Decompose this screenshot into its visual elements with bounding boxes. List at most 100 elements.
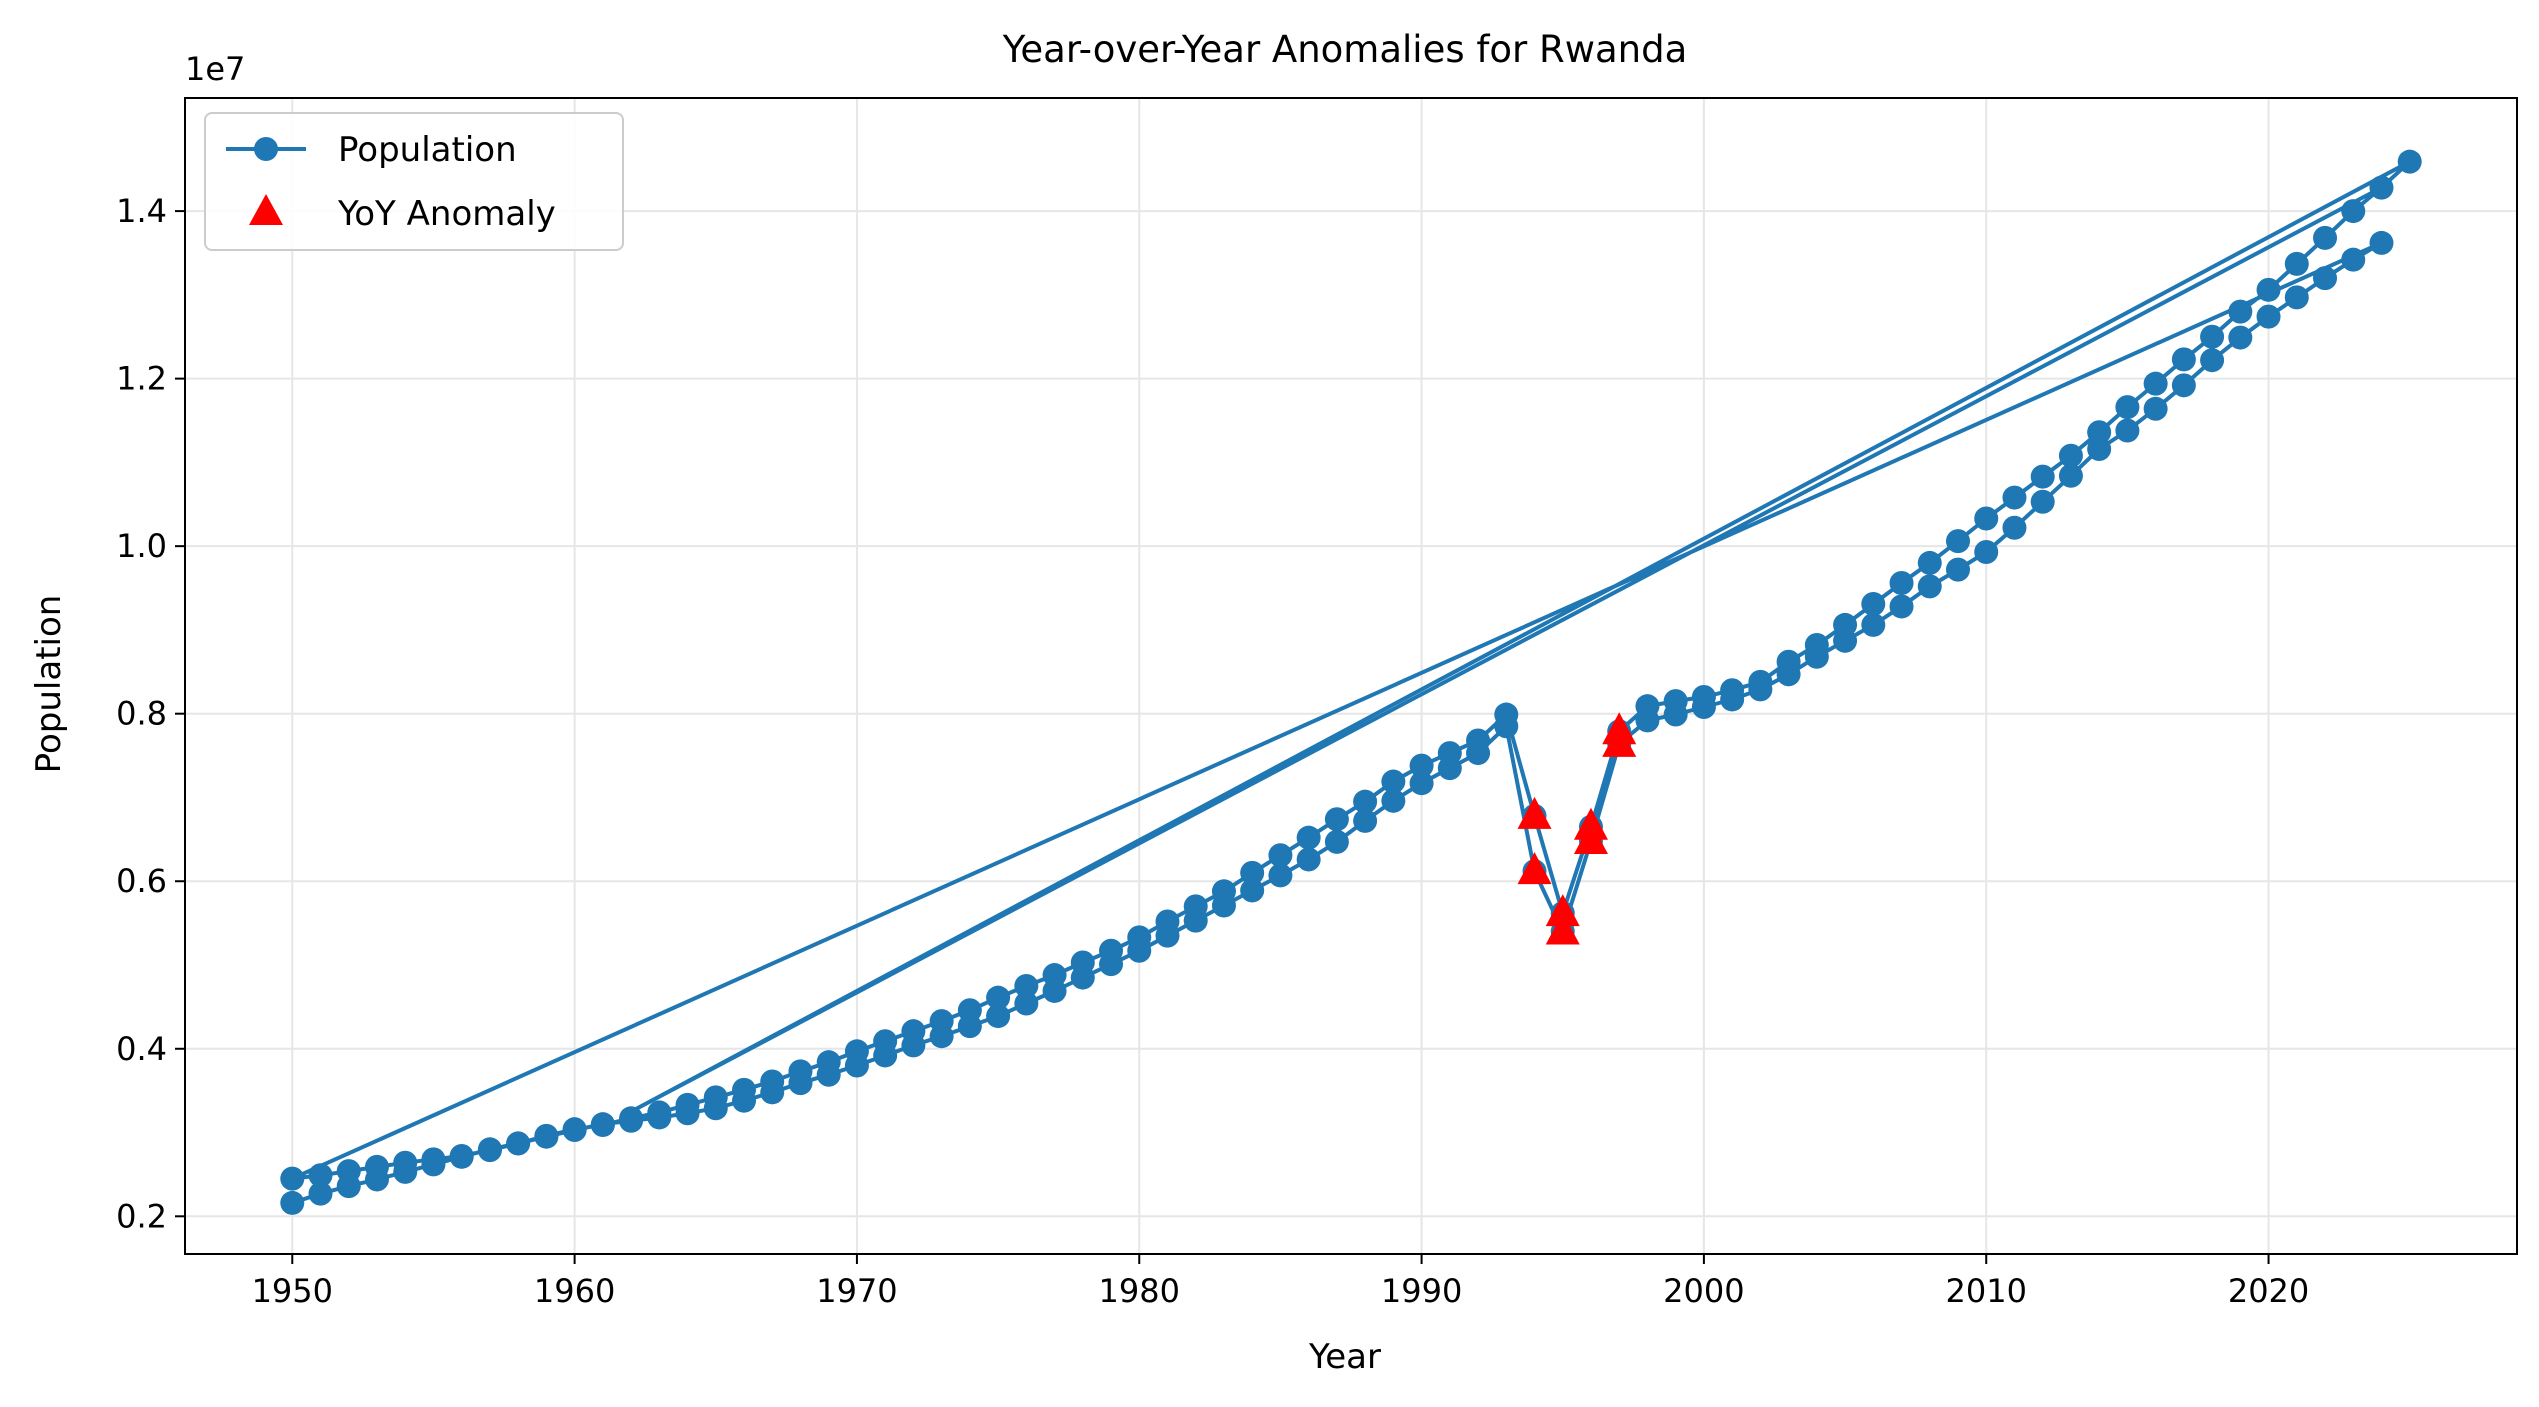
population-point	[2087, 420, 2112, 445]
population-point	[901, 1019, 926, 1044]
anomaly-point	[1545, 912, 1580, 945]
population-point	[1804, 633, 1829, 658]
population-point	[1691, 684, 1716, 709]
anomaly-point	[1517, 852, 1552, 885]
population-point	[1240, 878, 1265, 903]
y-tick-label: 1.0	[116, 527, 167, 565]
population-point	[1833, 612, 1858, 637]
y-tick-label: 1.4	[116, 192, 167, 230]
population-point	[873, 1029, 898, 1054]
population-point	[1070, 950, 1095, 975]
population-point	[1155, 909, 1180, 934]
population-point	[2200, 348, 2225, 373]
population-point	[1494, 702, 1519, 727]
population-point	[477, 1138, 502, 1163]
population-point	[2313, 225, 2338, 250]
population-point	[1409, 771, 1434, 796]
population-point	[1296, 825, 1321, 850]
population-point	[449, 1143, 474, 1168]
population-point	[280, 1190, 305, 1215]
population-point	[2369, 175, 2394, 200]
population-point	[2030, 489, 2055, 514]
y-tick-label: 0.6	[116, 862, 167, 900]
plot-frame	[184, 97, 2518, 1255]
population-point	[957, 998, 982, 1023]
population-point	[1974, 506, 1999, 531]
population-point	[534, 1123, 559, 1148]
population-point	[1353, 789, 1378, 814]
population-point	[2284, 251, 2309, 276]
population-point	[2256, 304, 2281, 329]
y-tick-label: 0.4	[116, 1030, 167, 1068]
population-point	[2228, 299, 2253, 324]
population-point	[1663, 689, 1688, 714]
x-tick-label: 1970	[816, 1272, 897, 1310]
population-point	[788, 1059, 813, 1084]
population-point	[2341, 247, 2366, 272]
population-point	[2256, 277, 2281, 302]
anomaly-point	[1573, 807, 1608, 840]
legend-box	[204, 112, 624, 251]
population-point	[2002, 515, 2027, 540]
anomaly-point	[1545, 894, 1580, 927]
population-point	[308, 1163, 333, 1188]
population-point	[647, 1100, 672, 1125]
population-point	[2228, 325, 2253, 350]
population-point	[1268, 843, 1293, 868]
population-point	[2058, 443, 2083, 468]
population-point	[1127, 925, 1152, 950]
population-point	[1296, 847, 1321, 872]
population-point	[2341, 199, 2366, 224]
population-point	[1240, 860, 1265, 885]
population-point	[2002, 485, 2027, 510]
population-point	[2369, 230, 2394, 255]
population-point	[1945, 557, 1970, 582]
population-point	[1945, 529, 1970, 554]
population-point	[2115, 418, 2140, 443]
population-point	[675, 1092, 700, 1117]
population-point	[1268, 863, 1293, 888]
population-point	[1917, 574, 1942, 599]
legend-label-yoy-anomaly: YoY Anomaly	[337, 194, 556, 234]
population-point	[1861, 591, 1886, 616]
population-point	[1889, 571, 1914, 596]
legend: Population YoY Anomaly	[204, 112, 624, 251]
population-point	[2030, 464, 2055, 489]
x-axis-label: Year	[1308, 1337, 1381, 1377]
population-point	[2397, 149, 2422, 174]
y-tick-label: 1.2	[116, 360, 167, 398]
population-point	[1381, 769, 1406, 794]
population-point	[1409, 753, 1434, 778]
population-point	[421, 1147, 446, 1172]
population-point	[703, 1085, 728, 1110]
y-axis-label: Population	[29, 595, 69, 774]
legend-marker-swatch	[254, 137, 278, 161]
population-point	[336, 1159, 361, 1184]
population-point	[844, 1039, 869, 1064]
population-point	[1042, 963, 1067, 988]
population-point	[1437, 741, 1462, 766]
anomaly-series	[1517, 712, 1637, 945]
population-point	[364, 1154, 389, 1179]
x-tick-label: 2020	[2228, 1272, 2309, 1310]
population-point	[1917, 550, 1942, 575]
legend-triangle-swatch	[249, 194, 283, 225]
x-tick-label: 1950	[252, 1272, 333, 1310]
population-point	[760, 1069, 785, 1094]
x-tick-label: 1990	[1381, 1272, 1462, 1310]
x-axis-ticks: 1950 1960 1970 1980 1990 2000 2010 2020	[252, 1254, 2309, 1310]
population-point	[393, 1150, 418, 1175]
population-point	[2200, 324, 2225, 349]
population-point	[986, 1004, 1011, 1029]
population-point	[1720, 678, 1745, 703]
x-tick-label: 1960	[534, 1272, 615, 1310]
population-point	[1099, 938, 1124, 963]
y-axis-offset-label: 1e7	[185, 50, 245, 88]
population-point	[1974, 540, 1999, 565]
population-point	[2143, 396, 2168, 421]
anomaly-point	[1517, 796, 1552, 829]
population-point	[308, 1181, 333, 1206]
population-point	[1324, 829, 1349, 854]
population-point	[1381, 788, 1406, 813]
